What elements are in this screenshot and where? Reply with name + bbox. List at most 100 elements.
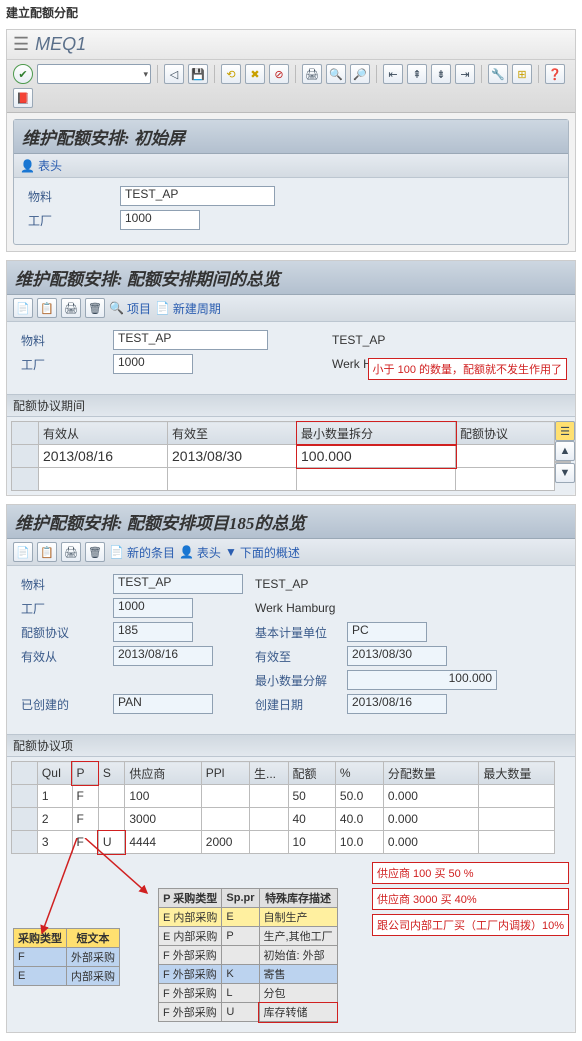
material-label: 物料 [22, 184, 114, 208]
header-link-label: 表头 [38, 157, 62, 174]
sap-main-window: ☰ MEQ1 ✔ ▾ ◁ 💾 ⟲ ✖ ⊘ 🖨 🔍 🔎 ⇤ ⇞ ⇟ ⇥ 🔧 ⊞ ❓… [6, 29, 576, 252]
p3-plant-d: Werk Hamburg [249, 596, 503, 620]
p3-co-l: 创建日期 [249, 692, 341, 716]
h2-c1: 短文本 [67, 929, 120, 948]
item-row[interactable]: 2F 3000 4040.0 0.000 [12, 808, 555, 831]
page-title: 建立配额分配 [0, 0, 582, 25]
c-max[interactable]: 最大数量 [479, 762, 555, 785]
prev-page-icon[interactable]: ⇞ [407, 64, 427, 84]
p3-agr-l: 配额协议 [15, 620, 107, 644]
tb3-icon3[interactable]: 🖨 [61, 542, 81, 562]
note-2: 供应商 3000 买 40% [372, 888, 569, 910]
menu-icon[interactable]: ☰ [13, 34, 29, 55]
items-table: QuI P S 供应商 PPl 生... 配额 % 分配数量 最大数量 1F 1… [11, 761, 555, 854]
period-row[interactable]: 2013/08/16 2013/08/30 100.000 [12, 445, 555, 468]
stop-icon[interactable]: ⊘ [269, 64, 289, 84]
c-s[interactable]: S [98, 762, 124, 785]
tb2-icon4[interactable]: 🗑 [85, 298, 105, 318]
p3-uom-l: 基本计量单位 [249, 620, 341, 644]
panel3-title: 维护配额安排: 配额安排项目185的总览 [7, 505, 575, 539]
p2-section-title: 配额协议期间 [7, 394, 575, 417]
tb3-icon4[interactable]: 🗑 [85, 542, 105, 562]
plant-input[interactable]: 1000 [120, 210, 200, 230]
last-page-icon[interactable]: ⇥ [455, 64, 475, 84]
item-row[interactable]: 1F 100 5050.0 0.000 [12, 785, 555, 808]
material-input[interactable]: TEST_AP [120, 186, 275, 206]
save-icon[interactable]: 💾 [188, 64, 208, 84]
c-p[interactable]: P [72, 762, 98, 785]
p3-cb-l: 已创建的 [15, 692, 107, 716]
tb2-icon2[interactable]: 📋 [37, 298, 57, 318]
down-icon: ▼ [225, 545, 237, 559]
c-ppl[interactable]: PPl [201, 762, 249, 785]
enter-icon[interactable]: ✔ [13, 64, 33, 84]
h2-c0: 采购类型 [14, 929, 67, 948]
col-min-split[interactable]: 最小数量拆分 [297, 422, 456, 445]
header-link[interactable]: 👤 表头 [20, 157, 62, 174]
manual-icon[interactable]: 📕 [13, 88, 33, 108]
col-valid-to[interactable]: 有效至 [168, 422, 297, 445]
config-col-icon[interactable]: ☰ [555, 421, 575, 441]
cancel-icon[interactable]: ✖ [245, 64, 265, 84]
p2-material-input[interactable]: TEST_AP [113, 330, 268, 350]
scroll-up-icon[interactable]: ▲ [555, 441, 575, 461]
print-icon[interactable]: 🖨 [302, 64, 322, 84]
p3-mat-v: TEST_AP [113, 574, 243, 594]
p3-ms-l: 最小数量分解 [249, 668, 341, 692]
proc-type-table: 采购类型 短文本 F外部采购E内部采购 [13, 928, 120, 986]
p2-plant-input[interactable]: 1000 [113, 354, 193, 374]
cell-valid-to[interactable]: 2013/08/30 [168, 445, 297, 468]
item-label: 项目 [127, 300, 151, 317]
h1-c1: Sp.pr [222, 889, 259, 908]
command-field[interactable]: ▾ [37, 64, 151, 84]
next-page-icon[interactable]: ⇟ [431, 64, 451, 84]
c-alloc[interactable]: 分配数量 [383, 762, 478, 785]
p2-plant-label: 工厂 [15, 352, 107, 376]
sap-window-3: 维护配额安排: 配额安排项目185的总览 📄 📋 🖨 🗑 📄 新的条目 👤 表头… [6, 504, 576, 1033]
find-next-icon[interactable]: 🔎 [350, 64, 370, 84]
p3-vf-v: 2013/08/16 [113, 646, 213, 666]
back-icon[interactable]: ◁ [164, 64, 184, 84]
person-icon-3: 👤 [179, 545, 194, 559]
c-qui[interactable]: QuI [37, 762, 72, 785]
item-link[interactable]: 🔍 项目 [109, 300, 151, 317]
first-page-icon[interactable]: ⇤ [383, 64, 403, 84]
new-entry-link[interactable]: 📄 新的条目 [109, 544, 175, 561]
cell-agreement[interactable] [456, 445, 555, 468]
tb3-icon2[interactable]: 📋 [37, 542, 57, 562]
panel1-title: 维护配额安排: 初始屏 [14, 120, 568, 154]
c-vendor[interactable]: 供应商 [125, 762, 201, 785]
sp-stock-table: P 采购类型 Sp.pr 特殊库存描述 E 内部采购E自制生产E 内部采购P生产… [158, 888, 338, 1022]
scroll-down-icon[interactable]: ▼ [555, 463, 575, 483]
find-icon[interactable]: 🔍 [326, 64, 346, 84]
new-entry-label: 新的条目 [127, 544, 175, 561]
p3-section-title: 配额协议项 [7, 734, 575, 757]
cell-valid-from[interactable]: 2013/08/16 [39, 445, 168, 468]
tb3-icon1[interactable]: 📄 [13, 542, 33, 562]
help-icon[interactable]: ❓ [545, 64, 565, 84]
layout-icon[interactable]: ⊞ [512, 64, 532, 84]
sel-col[interactable] [12, 422, 39, 445]
exit-icon[interactable]: ⟲ [221, 64, 241, 84]
header-link-3[interactable]: 👤 表头 [179, 544, 221, 561]
person-icon: 👤 [20, 159, 35, 173]
cell-min-split[interactable]: 100.000 [297, 445, 456, 468]
col-agreement[interactable]: 配额协议 [456, 422, 555, 445]
tb2-icon1[interactable]: 📄 [13, 298, 33, 318]
col-valid-from[interactable]: 有效从 [39, 422, 168, 445]
period-table: 有效从 有效至 最小数量拆分 配额协议 2013/08/16 2013/08/3… [11, 421, 555, 491]
c-pct[interactable]: % [335, 762, 383, 785]
plant-label: 工厂 [22, 208, 114, 232]
h1-c0: P 采购类型 [159, 889, 222, 908]
c-quota[interactable]: 配额 [288, 762, 335, 785]
tb2-icon3[interactable]: 🖨 [61, 298, 81, 318]
p3-plant-l: 工厂 [15, 596, 107, 620]
c-prod[interactable]: 生... [249, 762, 288, 785]
overview-link[interactable]: ▼ 下面的概述 [225, 544, 300, 561]
p3-ms-v: 100.000 [347, 670, 497, 690]
item-row[interactable]: 3FU 44442000 1010.0 0.000 [12, 831, 555, 854]
p3-co-v: 2013/08/16 [347, 694, 447, 714]
panel-period-overview: 维护配额安排: 配额安排期间的总览 📄 📋 🖨 🗑 🔍 项目 📄 新建周期 物料… [7, 261, 575, 495]
new-period-link[interactable]: 📄 新建周期 [155, 300, 221, 317]
settings-icon[interactable]: 🔧 [488, 64, 508, 84]
